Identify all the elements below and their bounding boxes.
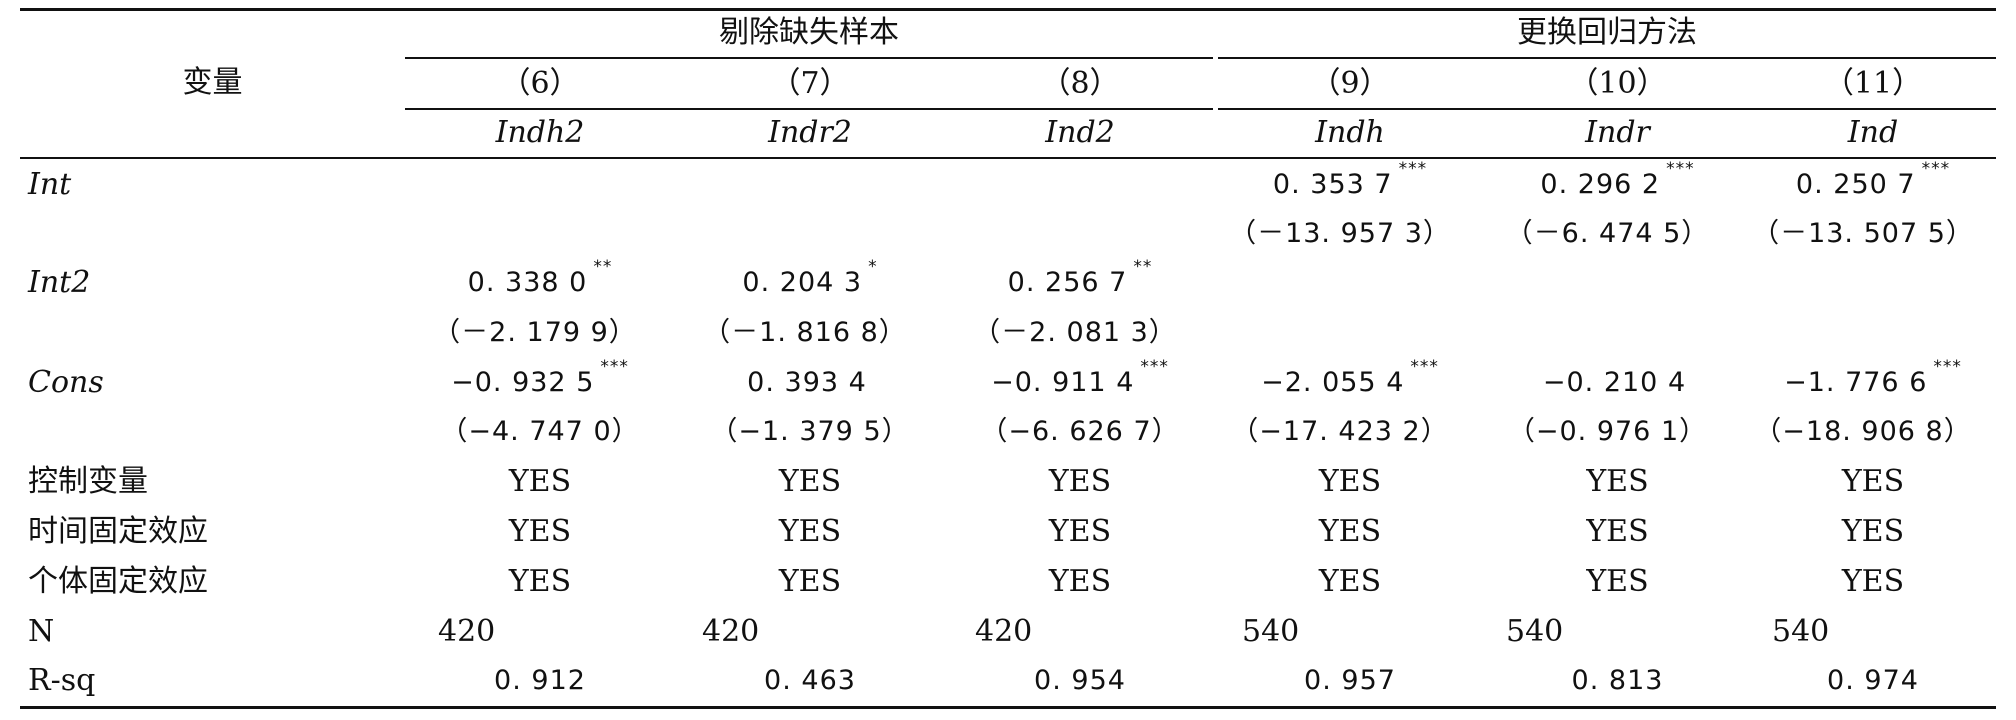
controls-6: YES [508,464,572,499]
cons-t-8: （−6. 626 7） [980,416,1180,447]
row-label-cons: Cons [28,365,104,400]
col-number-6: （6） [500,66,580,101]
n-9: 540 [1242,614,1300,649]
row-label-rsq: R-sq [28,663,96,698]
n-8: 420 [975,614,1033,649]
cons-coef-7: 0. 393 4 [747,367,867,398]
int2-coef-6: 0. 338 0 ** [467,257,613,298]
indiv-fe-10: YES [1586,564,1649,599]
group-header-drop-missing: 剔除缺失样本 [719,15,899,50]
row-label-controls: 控制变量 [28,464,148,499]
n-6: 420 [438,614,496,649]
indiv-fe-9: YES [1318,564,1382,599]
col-number-9: （9） [1310,66,1390,101]
time-fe-11: YES [1841,514,1905,549]
int-coef-11: 0. 250 7 *** [1795,159,1951,200]
col-number-underline-2 [1218,108,1996,110]
group-header-change-method: 更换回归方法 [1517,15,1697,50]
rsq-8: 0. 954 [1034,665,1126,696]
col-number-7: （7） [770,66,850,101]
indiv-fe-7: YES [778,564,842,599]
indiv-fe-11: YES [1841,564,1905,599]
group1-underline [405,57,1213,59]
cons-t-6: （−4. 747 0） [440,416,640,447]
int2-t-8: （－2. 081 3） [973,317,1177,348]
rsq-9: 0. 957 [1304,665,1396,696]
row-label-indiv-fe: 个体固定效应 [28,564,208,599]
cons-t-10: （−0. 976 1） [1507,416,1708,447]
n-7: 420 [702,614,760,649]
controls-10: YES [1586,464,1649,499]
int-coef-9: 0. 353 7 *** [1272,159,1428,200]
header-bottom-rule [20,157,1996,159]
row-label-n: N [28,614,55,649]
time-fe-6: YES [508,514,572,549]
int2-t-6: （－2. 179 9） [433,317,637,348]
regression-table: 变量 剔除缺失样本 更换回归方法 （6） （7） （8） （9） （10） （1… [20,0,1996,720]
int-coef-10: 0. 296 2 *** [1540,159,1695,200]
time-fe-8: YES [1048,514,1112,549]
dep-var-indr2: Indr2 [768,115,852,150]
dep-var-ind: Ind [1847,115,1899,150]
controls-7: YES [778,464,842,499]
int-t-11: （－13. 507 5） [1752,218,1974,249]
col-number-10: （10） [1568,66,1667,101]
rsq-7: 0. 463 [764,665,856,696]
time-fe-10: YES [1586,514,1649,549]
int-t-10: （－6. 474 5） [1505,218,1710,249]
col-number-8: （8） [1040,66,1120,101]
cons-t-11: （−18. 906 8） [1754,416,1972,447]
time-fe-7: YES [778,514,842,549]
bottom-rule [20,706,1996,709]
row-label-int: Int [28,167,72,202]
rsq-10: 0. 813 [1571,665,1664,696]
cons-coef-6: −0. 932 5 *** [451,357,629,398]
int2-t-7: （－1. 816 8） [703,317,907,348]
row-label-time-fe: 时间固定效应 [28,514,208,549]
col-number-11: （11） [1823,66,1923,101]
cons-coef-11: −1. 776 6 *** [1784,357,1962,398]
dep-var-indh: Indh [1315,115,1385,150]
dep-var-ind2: Ind2 [1045,115,1115,150]
cons-coef-8: −0. 911 4 *** [991,357,1169,398]
cons-t-7: （−1. 379 5） [710,416,910,447]
indiv-fe-8: YES [1048,564,1112,599]
time-fe-9: YES [1318,514,1382,549]
cons-coef-9: −2. 055 4 *** [1261,357,1439,398]
group2-underline [1218,57,1996,59]
indiv-fe-6: YES [508,564,572,599]
col-number-underline-1 [405,108,1213,110]
row-label-int2: Int2 [28,265,91,300]
int2-coef-7: 0. 204 3 * [742,257,878,298]
int2-coef-8: 0. 256 7 ** [1007,257,1153,298]
n-11: 540 [1772,614,1830,649]
top-rule [20,8,1996,11]
n-10: 540 [1506,614,1564,649]
cons-coef-10: −0. 210 4 [1542,367,1687,398]
cons-t-9: （−17. 423 2） [1231,416,1449,447]
controls-9: YES [1318,464,1382,499]
variable-header: 变量 [182,65,243,100]
dep-var-indr: Indr [1585,115,1650,150]
int-t-9: （－13. 957 3） [1229,218,1451,249]
rsq-11: 0. 974 [1827,665,1919,696]
controls-11: YES [1841,464,1905,499]
rsq-6: 0. 912 [494,665,586,696]
controls-8: YES [1048,464,1112,499]
dep-var-indh2: Indh2 [495,115,585,150]
